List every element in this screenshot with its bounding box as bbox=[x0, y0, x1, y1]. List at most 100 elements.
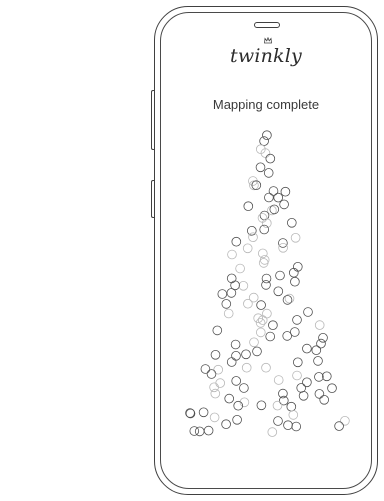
app-logo: twinkly bbox=[230, 45, 302, 67]
led-point bbox=[290, 233, 301, 243]
led-point bbox=[258, 248, 268, 259]
led-point bbox=[247, 226, 257, 236]
led-point bbox=[273, 286, 284, 297]
led-point bbox=[275, 270, 285, 281]
led-point bbox=[292, 370, 302, 381]
led-point bbox=[278, 388, 288, 399]
led-point bbox=[257, 213, 268, 223]
led-point bbox=[280, 186, 291, 197]
led-point bbox=[241, 349, 251, 360]
phone-frame: twinkly Mapping complete bbox=[154, 6, 378, 495]
led-point bbox=[231, 236, 242, 247]
led-point bbox=[231, 376, 241, 386]
led-point bbox=[248, 232, 258, 243]
led-point bbox=[259, 210, 270, 221]
led-point bbox=[289, 267, 299, 278]
phone-screen bbox=[160, 12, 372, 489]
led-point bbox=[253, 313, 263, 324]
led-point bbox=[226, 273, 237, 284]
led-point bbox=[185, 408, 195, 418]
led-point bbox=[231, 350, 241, 361]
led-point bbox=[268, 320, 278, 331]
led-point bbox=[265, 153, 276, 164]
led-point bbox=[221, 299, 232, 309]
led-point bbox=[221, 419, 231, 430]
led-point bbox=[230, 280, 240, 291]
led-point bbox=[314, 372, 324, 382]
crown-icon bbox=[264, 36, 272, 46]
led-point bbox=[293, 357, 303, 368]
led-point bbox=[267, 205, 277, 216]
led-point bbox=[302, 343, 312, 354]
led-point bbox=[194, 426, 205, 437]
led-point bbox=[287, 218, 297, 228]
led-point bbox=[314, 389, 325, 399]
led-point bbox=[262, 218, 272, 229]
led-point bbox=[263, 168, 274, 178]
led-point bbox=[224, 393, 234, 404]
led-point bbox=[259, 224, 269, 235]
led-point bbox=[273, 192, 283, 203]
led-point bbox=[217, 289, 228, 299]
led-point bbox=[213, 364, 223, 375]
led-point bbox=[227, 249, 237, 260]
led-point bbox=[334, 421, 344, 431]
led-point bbox=[283, 420, 293, 431]
led-point bbox=[203, 425, 214, 436]
led-point bbox=[340, 415, 350, 426]
led-point bbox=[215, 378, 225, 388]
led-point bbox=[302, 377, 312, 388]
led-point bbox=[226, 288, 237, 298]
led-point bbox=[212, 325, 223, 336]
phone-side-button-bottom bbox=[151, 180, 154, 218]
led-point bbox=[262, 130, 272, 140]
led-point bbox=[282, 295, 293, 305]
led-point bbox=[210, 349, 221, 360]
led-point bbox=[268, 186, 279, 196]
led-point bbox=[290, 327, 300, 337]
led-point bbox=[239, 383, 249, 393]
led-point bbox=[259, 136, 269, 146]
led-point bbox=[292, 315, 302, 325]
led-point bbox=[259, 255, 270, 265]
led-point bbox=[200, 364, 211, 374]
led-point bbox=[256, 327, 266, 338]
led-point bbox=[298, 390, 309, 401]
led-point bbox=[319, 394, 330, 405]
led-point bbox=[278, 238, 288, 248]
led-point bbox=[257, 315, 268, 325]
led-point bbox=[262, 308, 272, 319]
led-point bbox=[261, 273, 272, 284]
led-point bbox=[282, 331, 292, 341]
led-point bbox=[256, 300, 266, 310]
led-point bbox=[251, 180, 262, 191]
led-point bbox=[223, 308, 234, 319]
led-point bbox=[255, 162, 266, 173]
led-point bbox=[311, 345, 322, 356]
led-point bbox=[293, 261, 303, 272]
led-point bbox=[256, 400, 267, 411]
led-point bbox=[238, 280, 249, 291]
led-point bbox=[314, 320, 325, 330]
led-point bbox=[185, 408, 196, 419]
led-point bbox=[248, 292, 259, 303]
led-point bbox=[209, 412, 220, 423]
led-point bbox=[243, 298, 253, 309]
led-point bbox=[279, 199, 289, 210]
led-point bbox=[241, 362, 252, 373]
led-point bbox=[249, 337, 259, 348]
led-point bbox=[318, 332, 328, 343]
led-point bbox=[230, 339, 241, 350]
led-point bbox=[189, 426, 200, 436]
led-tree-map bbox=[185, 130, 350, 437]
led-point bbox=[239, 397, 250, 408]
led-point bbox=[273, 416, 283, 426]
led-point bbox=[249, 180, 259, 191]
led-point bbox=[255, 318, 266, 328]
mapping-status-text: Mapping complete bbox=[212, 97, 320, 112]
led-point bbox=[296, 383, 307, 393]
led-point bbox=[252, 346, 262, 357]
led-point bbox=[272, 400, 283, 411]
led-point bbox=[269, 204, 280, 215]
led-point bbox=[232, 414, 242, 425]
